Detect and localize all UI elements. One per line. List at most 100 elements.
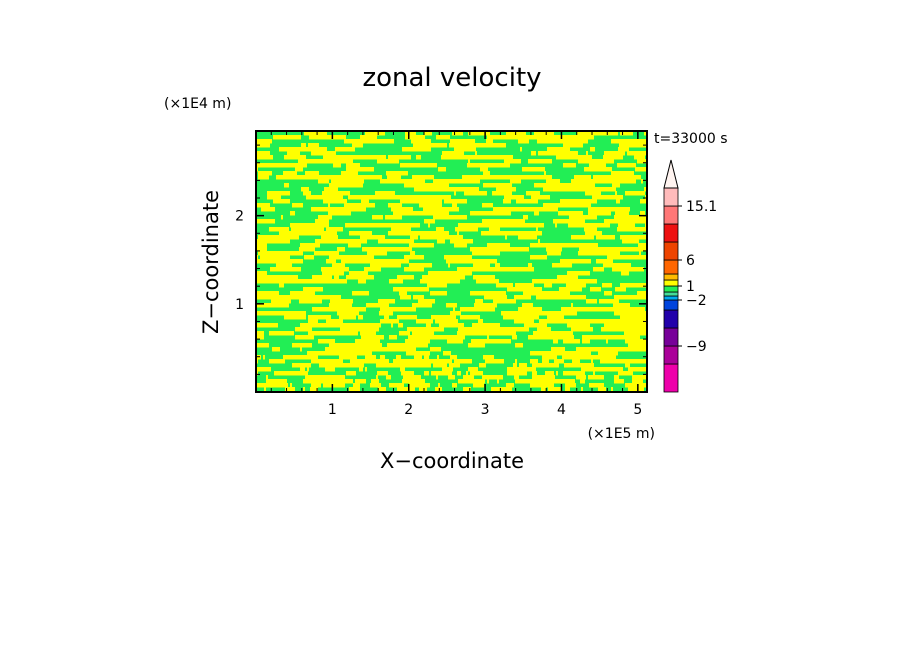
field-cell: [600, 307, 617, 312]
field-cell: [273, 199, 290, 204]
field-cell: [484, 375, 492, 380]
field-cell: [627, 359, 632, 364]
field-cell: [256, 143, 270, 148]
field-cell: [621, 255, 629, 260]
field-cell: [546, 247, 551, 252]
colorbar-segment: [663, 291, 679, 297]
field-cell: [329, 375, 337, 380]
field-cell: [402, 379, 404, 384]
field-cell: [551, 247, 562, 252]
field-cell: [297, 371, 308, 376]
field-cell: [361, 367, 363, 372]
field-cell: [372, 215, 383, 220]
field-cell: [476, 131, 490, 136]
field-cell: [485, 171, 490, 176]
field-cell: [635, 327, 647, 332]
field-cell: [416, 155, 421, 160]
field-cell: [473, 383, 484, 388]
field-cell: [563, 219, 580, 224]
field-cell: [337, 311, 348, 316]
field-cell: [379, 323, 381, 328]
field-cell: [332, 263, 337, 268]
field-cell: [445, 363, 447, 368]
field-cell: [533, 331, 553, 336]
field-cell: [442, 275, 465, 280]
field-cell: [360, 235, 383, 240]
field-cell: [625, 283, 633, 288]
field-cell: [636, 383, 647, 388]
field-cell: [306, 195, 326, 200]
plot-area: 1 2 3 4 5 1 2: [235, 130, 648, 418]
field-cell: [564, 243, 584, 248]
field-cell: [612, 267, 626, 272]
field-cell: [476, 279, 499, 284]
field-cell: [571, 203, 591, 208]
field-cell: [311, 383, 319, 388]
field-cell: [638, 243, 640, 248]
field-cell: [526, 287, 540, 292]
field-cell: [329, 255, 343, 260]
field-cell: [365, 367, 367, 372]
field-cell: [312, 351, 326, 356]
field-cell: [599, 187, 616, 192]
field-cell: [319, 359, 327, 364]
field-cell: [352, 143, 363, 148]
field-cell: [370, 383, 381, 388]
field-cell: [567, 155, 581, 160]
field-cell: [475, 299, 483, 304]
field-cell: [535, 383, 546, 388]
field-cell: [442, 151, 459, 156]
field-cell: [262, 255, 276, 260]
field-cell: [554, 203, 571, 208]
field-cell: [408, 335, 422, 340]
colorbar-segment: [663, 241, 679, 261]
field-cell: [365, 331, 376, 336]
field-cell: [359, 367, 361, 372]
field-cell: [569, 215, 589, 220]
field-cell: [355, 379, 366, 384]
field-cell: [405, 179, 425, 184]
field-cell: [397, 179, 405, 184]
field-cell: [465, 331, 476, 336]
field-cell: [419, 187, 436, 192]
field-cell: [438, 195, 446, 200]
field-cell: [637, 291, 647, 296]
field-cell: [487, 243, 510, 248]
field-cell: [276, 175, 296, 180]
field-cell: [489, 231, 509, 236]
field-cell: [326, 195, 343, 200]
field-cell: [304, 311, 306, 316]
field-cell: [349, 231, 372, 236]
field-cell: [317, 231, 337, 236]
field-cell: [606, 339, 608, 344]
field-cell: [414, 383, 425, 388]
field-cell: [402, 307, 416, 312]
field-cell: [543, 187, 557, 192]
field-cell: [384, 359, 389, 364]
field-cell: [380, 355, 385, 360]
field-cell: [636, 367, 638, 372]
field-cell: [534, 183, 536, 188]
field-cell: [275, 379, 277, 384]
field-cell: [591, 159, 614, 164]
field-cell: [378, 387, 386, 392]
field-cell: [388, 159, 399, 164]
field-cell: [556, 155, 567, 160]
field-cell: [478, 247, 489, 252]
field-cell: [365, 175, 382, 180]
field-cell: [640, 267, 642, 272]
field-cell: [334, 383, 345, 388]
field-cell: [509, 371, 511, 376]
field-cell: [530, 351, 535, 356]
field-cell: [300, 243, 320, 248]
field-cell: [324, 179, 329, 184]
field-cell: [261, 303, 266, 308]
field-cell: [523, 231, 531, 236]
field-cell: [448, 263, 450, 268]
field-cell: [518, 287, 526, 292]
field-cell: [526, 315, 528, 320]
field-cell: [466, 155, 483, 160]
field-cell: [270, 295, 284, 300]
field-cell: [496, 359, 504, 364]
field-cell: [528, 379, 533, 384]
